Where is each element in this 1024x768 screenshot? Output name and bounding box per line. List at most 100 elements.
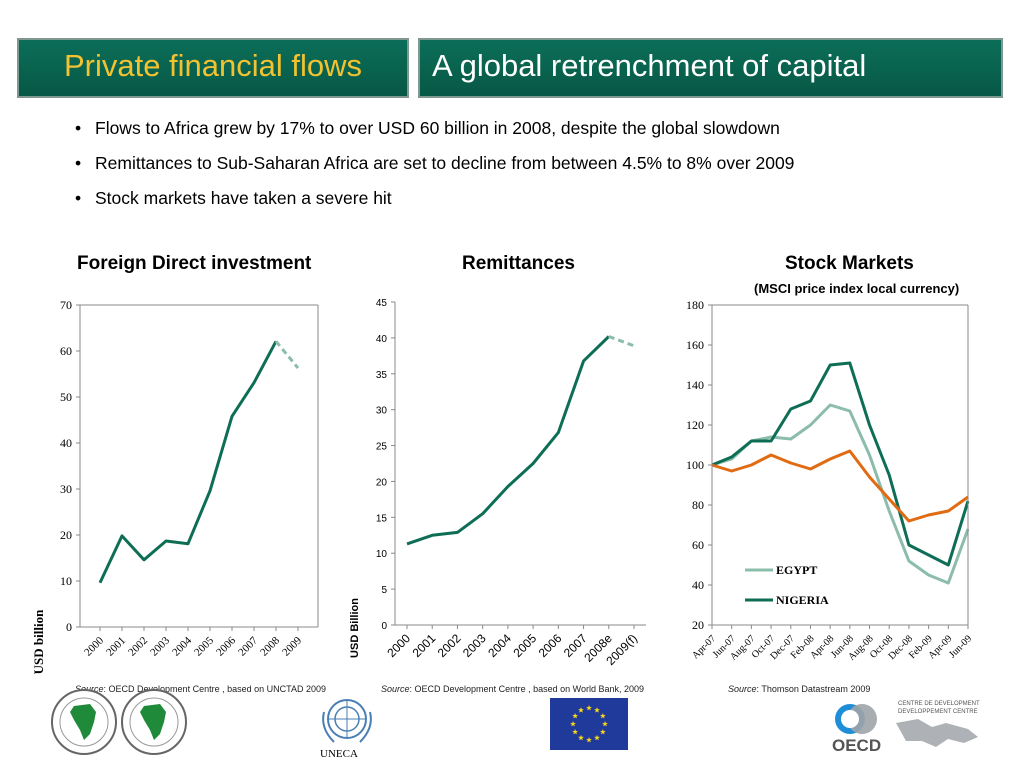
source-text: : OECD Development Centre , based on Wor… (409, 684, 644, 694)
y-tick-label: 70 (60, 298, 72, 312)
section-title: Private financial flows (63, 48, 363, 83)
x-tick-label: Apr-07 (690, 633, 718, 661)
chart-title-remittances: Remittances (462, 253, 575, 274)
y-tick-label: 20 (60, 528, 72, 542)
eu-star (578, 734, 584, 741)
x-tick-label: 2004 (485, 631, 514, 660)
slide-title-box: A global retrenchment of capital (418, 38, 1003, 98)
source-label: Source (75, 684, 104, 694)
x-tick-label: 2000 (384, 631, 413, 660)
series-line-index (711, 449, 969, 523)
y-tick-label: 45 (376, 298, 388, 309)
source-label: Source (381, 684, 410, 694)
y-tick-label: 50 (60, 390, 72, 404)
y-tick-label: 30 (376, 406, 388, 417)
eu-star (594, 707, 600, 713)
y-tick-label: 25 (376, 442, 388, 453)
legend: EGYPT NIGERIA (745, 563, 829, 607)
x-tick-label: 2007 (236, 634, 260, 658)
fdi-chart: 0 10 20 30 40 50 60 70 200020012002200320042005… (31, 298, 319, 674)
source-label: Source (728, 684, 757, 694)
legend-label-egypt: EGYPT (776, 563, 817, 577)
series-line-forecast (608, 335, 635, 348)
devcentre-line2: DEVELOPPEMENT CENTRE (898, 709, 978, 715)
y-tick-label: 35 (376, 370, 388, 381)
x-tick-label: 2000 (82, 634, 106, 658)
plot-lines (98, 340, 300, 584)
y-tick-label: 40 (60, 436, 72, 450)
bullet-item: Remittances to Sub-Saharan Africa are se… (75, 147, 794, 182)
uneca-caption: UNECA (320, 748, 358, 760)
y-tick-label: 10 (60, 574, 72, 588)
y-tick-label: 80 (692, 498, 704, 512)
series-line-forecast (274, 340, 300, 369)
y-tick-label: 180 (686, 298, 704, 312)
legend-label-nigeria: NIGERIA (776, 593, 829, 607)
y-tick-label: 100 (686, 458, 704, 472)
x-tick-label: 2005 (510, 631, 539, 660)
y-tick-label: 140 (686, 378, 704, 392)
y-tick-label: 20 (376, 477, 388, 488)
afdb-logo (51, 689, 187, 755)
y-tick-label: 20 (692, 618, 704, 632)
y-tick-label: 40 (692, 578, 704, 592)
y-tick-label: 40 (376, 334, 388, 345)
x-tick-label: 2001 (410, 631, 439, 660)
x-ticks: 200020012002200320042005200620072008e200… (384, 625, 640, 668)
x-tick-label: 2009 (280, 634, 304, 658)
stock-chart: 20 40 60 80 100 120 140 160 180 Apr-07Jun-07Aug-… (686, 298, 974, 663)
y-tick-label: 60 (60, 344, 72, 358)
y-tick-label: 10 (376, 549, 388, 560)
y-tick-label: 0 (66, 620, 72, 634)
series-line-actual (406, 335, 610, 546)
plot-lines (406, 335, 635, 546)
y-axis-label: USD billion (31, 609, 46, 674)
source-text: : OECD Development Centre , based on UNC… (103, 684, 326, 694)
bullet-list: Flows to Africa grew by 17% to over USD … (75, 112, 794, 217)
eu-star (572, 713, 578, 719)
x-tick-label: 2003 (460, 631, 489, 660)
chart-subtitle-stock: (MSCI price index local currency) (754, 281, 960, 296)
uneca-emblem (322, 699, 372, 743)
chart-title-fdi: Foreign Direct investment (77, 253, 312, 274)
y-tick-label: 15 (376, 513, 388, 524)
x-tick-label: 2005 (192, 634, 216, 658)
source-note-remittances: Source: OECD Development Centre , based … (381, 684, 644, 694)
y-ticks: 0 10 20 30 40 50 60 70 (60, 298, 80, 634)
plot-lines (711, 361, 970, 585)
eu-star (602, 721, 608, 727)
y-ticks: 0 5 10 15 20 25 30 35 40 45 (376, 298, 395, 632)
eu-star (578, 707, 584, 713)
y-axis-label: USD Billion (349, 598, 361, 658)
y-tick-label: 5 (381, 585, 387, 596)
eu-star (586, 737, 592, 743)
slide-title: A global retrenchment of capital (432, 48, 867, 83)
oecd-text: OECD (832, 736, 881, 755)
eu-star (570, 721, 576, 727)
x-tick-label: Jun-09 (947, 633, 974, 660)
chart-title-stock: Stock Markets (785, 253, 914, 274)
source-note-fdi: Source: OECD Development Centre , based … (75, 684, 326, 694)
eu-star (600, 729, 606, 735)
series-line-nigeria (711, 361, 970, 567)
y-tick-label: 0 (381, 621, 387, 632)
y-ticks: 20 40 60 80 100 120 140 160 180 (686, 298, 712, 632)
devcentre-line1: CENTRE DE DEVELOPMENT (898, 701, 980, 707)
eu-star (594, 734, 600, 741)
y-tick-label: 30 (60, 482, 72, 496)
x-tick-label: 2006 (536, 631, 565, 660)
eu-star (572, 729, 578, 735)
y-tick-label: 120 (686, 418, 704, 432)
eu-flag (550, 698, 628, 750)
section-title-box: Private financial flows (17, 38, 409, 98)
x-ticks: Apr-07Jun-07Aug-07Oct-07Dec-07Feb-08Apr-… (690, 625, 974, 663)
x-tick-label: 2001 (104, 635, 128, 659)
x-tick-label: 2008 (258, 634, 282, 658)
x-tick-label: 2006 (214, 634, 238, 658)
y-tick-label: 160 (686, 338, 704, 352)
x-tick-label: 2002 (435, 631, 464, 660)
x-tick-label: 2004 (170, 634, 194, 658)
bullet-item: Stock markets have taken a severe hit (75, 182, 794, 217)
